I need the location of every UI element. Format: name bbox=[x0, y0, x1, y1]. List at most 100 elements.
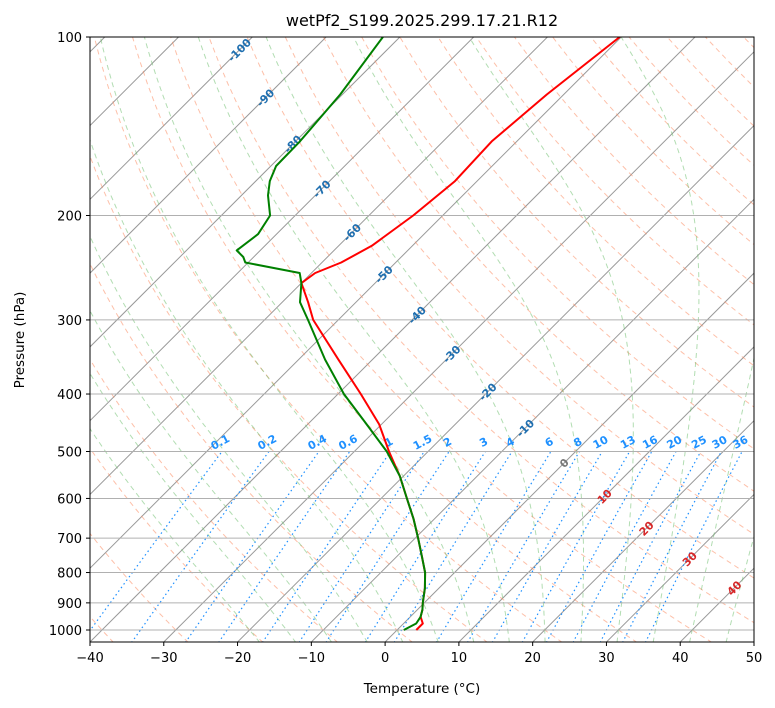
isotherm-line bbox=[90, 37, 401, 348]
mixing-ratio-line bbox=[364, 451, 486, 642]
dry-adiabat bbox=[552, 37, 754, 246]
dry-adiabat bbox=[361, 37, 754, 450]
y-tick-label: 200 bbox=[57, 210, 82, 225]
isotherm-line bbox=[679, 567, 754, 642]
x-tick-label: 40 bbox=[672, 651, 689, 666]
x-tick-label: −20 bbox=[224, 651, 251, 666]
moist-adiabat bbox=[90, 138, 404, 642]
dry-adiabat bbox=[208, 37, 754, 624]
mixing-ratio-label: 25 bbox=[689, 433, 709, 452]
mixing-ratio-line bbox=[262, 451, 391, 642]
x-tick-label: 0 bbox=[381, 651, 389, 666]
mixing-ratio-label: 13 bbox=[618, 433, 638, 452]
line-labels: 0.1 0.2 0.4 0.6 1 1.5 2 3 4 6 8 10 13 16 20 25 30 36-100-… bbox=[209, 36, 751, 598]
pressure-grid bbox=[90, 215, 754, 631]
y-tick-label: 400 bbox=[57, 388, 82, 403]
y-axis-label: Pressure (hPa) bbox=[12, 292, 28, 389]
dry-adiabat bbox=[666, 37, 754, 127]
background-lines bbox=[90, 37, 754, 642]
mixing-ratio-label: 2 bbox=[441, 435, 454, 450]
isotherm-line bbox=[458, 346, 754, 642]
mixing-ratio-label: 16 bbox=[640, 433, 660, 452]
isotherm-line bbox=[90, 37, 622, 569]
y-tick-label: 800 bbox=[57, 567, 82, 582]
moist-adiabat bbox=[90, 234, 368, 642]
x-tick-label: 50 bbox=[746, 651, 763, 666]
mixing-ratio-label: 3 bbox=[477, 435, 490, 450]
isotherm-label: -100 bbox=[225, 36, 254, 65]
dry-adiabat bbox=[170, 37, 713, 642]
moist-adiabat bbox=[90, 309, 333, 642]
mixing-ratio-label: 0.4 bbox=[306, 432, 330, 453]
mixing-ratio-label: 10 bbox=[591, 433, 611, 452]
dry-adiabat bbox=[90, 532, 189, 642]
isotherm-line bbox=[90, 37, 696, 642]
mixing-ratio-label: 1.5 bbox=[411, 432, 434, 453]
dry-adiabat bbox=[590, 37, 754, 206]
dry-adiabat bbox=[437, 37, 754, 367]
isotherm-line bbox=[90, 37, 475, 422]
isotherm-label: -30 bbox=[440, 343, 463, 366]
mixing-ratio-line bbox=[185, 451, 320, 642]
dry-adiabat bbox=[90, 154, 488, 642]
dry-adiabat bbox=[705, 37, 754, 88]
isotherm-label: -90 bbox=[254, 86, 277, 109]
isotherm-line bbox=[531, 419, 754, 642]
dry-adiabat bbox=[90, 358, 339, 642]
x-tick-label: −10 bbox=[298, 651, 325, 666]
x-tick-label: 20 bbox=[524, 651, 541, 666]
dewpoint-line bbox=[235, 37, 427, 631]
mixing-ratio-line bbox=[90, 451, 223, 632]
mixing-ratio-line bbox=[218, 451, 351, 642]
mixing-ratio-label: 20 bbox=[665, 433, 685, 452]
mixing-ratio-line bbox=[645, 451, 743, 642]
dry-adiabat bbox=[399, 37, 754, 408]
moist-adiabat bbox=[689, 355, 754, 642]
isotherm-line bbox=[90, 37, 548, 496]
mixing-ratio-line bbox=[467, 451, 581, 642]
temperature-line bbox=[300, 37, 621, 631]
isotherm-line bbox=[310, 198, 754, 642]
moist-adiabat bbox=[725, 534, 754, 642]
profiles bbox=[235, 37, 621, 631]
mixing-ratio-label: 6 bbox=[543, 435, 556, 450]
y-tick-label: 100 bbox=[57, 31, 82, 46]
isotherm-line bbox=[605, 493, 754, 642]
mixing-ratio-label: 8 bbox=[571, 435, 584, 450]
x-tick-label: −40 bbox=[76, 651, 103, 666]
mixing-ratio-line bbox=[393, 451, 513, 642]
isotherm-line bbox=[753, 641, 754, 642]
mixing-ratio-line bbox=[521, 451, 631, 642]
moist-adiabat bbox=[143, 37, 475, 642]
x-tick-label: −30 bbox=[150, 651, 177, 666]
y-tick-label: 500 bbox=[57, 445, 82, 460]
x-tick-label: 10 bbox=[451, 651, 468, 666]
y-tick-label: 300 bbox=[57, 314, 82, 329]
dry-adiabat bbox=[475, 37, 754, 326]
moist-adiabat bbox=[90, 427, 261, 642]
mixing-ratio-line bbox=[546, 451, 653, 642]
dry-adiabat bbox=[628, 37, 754, 166]
x-tick-label: 30 bbox=[598, 651, 615, 666]
plot-frame bbox=[89, 36, 755, 643]
y-tick-label: 600 bbox=[57, 492, 82, 507]
mixing-ratio-label: 36 bbox=[731, 433, 751, 452]
moist-adiabat bbox=[620, 37, 700, 642]
mixing-ratio-label: 30 bbox=[710, 433, 730, 452]
isotherm-line bbox=[163, 51, 754, 642]
y-tick-label: 1000 bbox=[49, 624, 82, 639]
isotherm-line bbox=[90, 37, 253, 201]
isotherm-label: -80 bbox=[282, 133, 305, 156]
moist-adiabat bbox=[353, 37, 584, 642]
moist-adiabat bbox=[99, 37, 439, 642]
isotherm-line bbox=[384, 272, 754, 642]
dry-adiabat bbox=[93, 37, 563, 642]
dry-adiabat bbox=[132, 37, 638, 642]
y-tick-label: 900 bbox=[57, 597, 82, 612]
dry-adiabat bbox=[513, 37, 754, 286]
dry-adiabat bbox=[743, 37, 754, 49]
mixing-ratio-line bbox=[572, 451, 677, 642]
moist-adiabat bbox=[197, 37, 510, 642]
